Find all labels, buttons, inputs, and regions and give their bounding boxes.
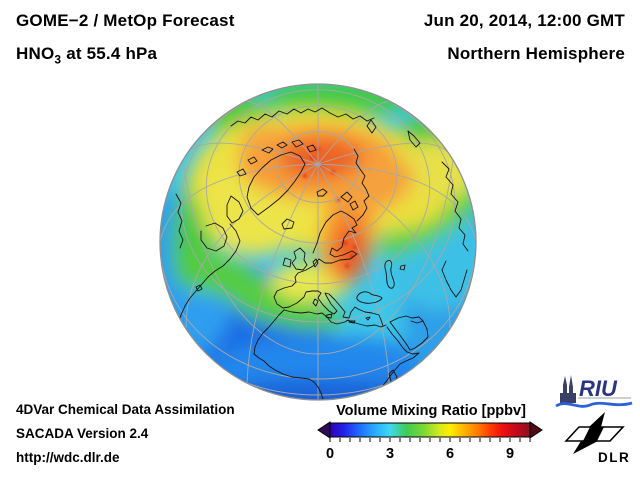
colorbar-right-arrow xyxy=(529,421,543,439)
species-name: HNO xyxy=(16,44,55,63)
hemisphere-label: Northern Hemisphere xyxy=(447,44,625,63)
assimilation-caption: 4DVar Chemical Data Assimilation xyxy=(16,402,235,417)
dlr-wing-center-cell xyxy=(583,427,604,441)
colorbar-gradient-bar xyxy=(329,422,531,438)
riu-logo-text: RIU xyxy=(579,376,618,401)
forecast-title: GOME−2 / MetOp Forecast xyxy=(16,11,235,30)
dlr-logo: DLR xyxy=(564,412,630,465)
colorbar-tick-label: 0 xyxy=(326,446,334,462)
colorbar: Volume Mixing Ratio [ppbv] 0 3 6 9 xyxy=(317,403,543,462)
colorbar-tick-label: 6 xyxy=(446,446,454,462)
rhine-wave-icon xyxy=(555,401,633,408)
globe xyxy=(159,83,477,401)
colorbar-title: Volume Mixing Ratio [ppbv] xyxy=(336,403,526,419)
globe-color-field xyxy=(160,84,476,400)
globe-rim xyxy=(159,83,477,401)
dlr-logo-text: DLR xyxy=(598,450,630,465)
website-url: http://wdc.dlr.de xyxy=(16,450,120,465)
colorbar-tick-label: 3 xyxy=(386,446,394,462)
dlr-arrow-bottom-icon xyxy=(573,441,598,454)
cologne-cathedral-icon xyxy=(560,375,576,403)
species-subscript: 3 xyxy=(54,52,62,67)
dlr-arrow-top-icon xyxy=(589,412,605,427)
colorbar-left-arrow xyxy=(317,421,331,439)
pressure-level: at 55.4 hPa xyxy=(61,44,158,63)
globe-coastlines xyxy=(175,107,469,400)
datetime-label: Jun 20, 2014, 12:00 GMT xyxy=(423,11,625,30)
version-caption: SACADA Version 2.4 xyxy=(16,426,149,441)
colorbar-minor-ticks xyxy=(329,438,531,442)
riu-logo: RIU xyxy=(555,375,633,408)
colorbar-tick-label: 9 xyxy=(506,446,514,462)
species-level-title: HNO3 at 55.4 hPa xyxy=(16,44,157,66)
globe-graticule xyxy=(160,84,476,400)
